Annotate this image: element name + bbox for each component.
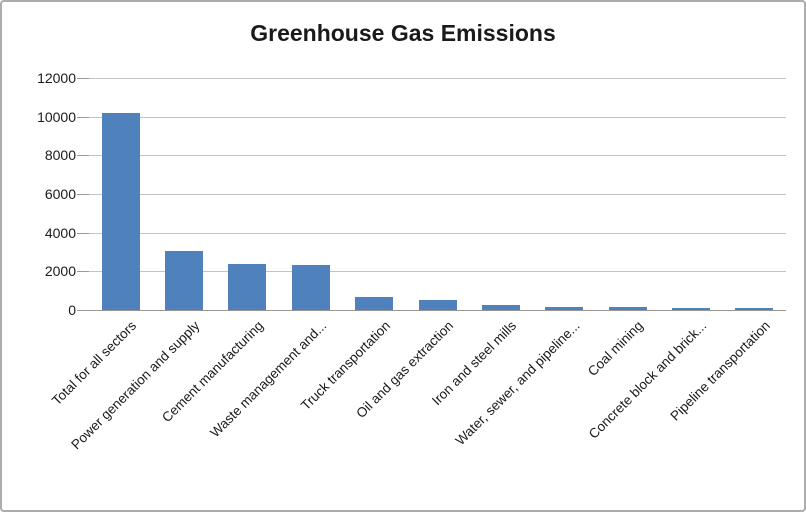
y-axis-tick-label: 2000 (44, 263, 76, 280)
x-axis-category-label: Waste management and... (207, 318, 330, 441)
gridline (89, 155, 786, 157)
bar (228, 263, 267, 310)
bar (101, 112, 140, 310)
x-axis-category-label: Coal mining (585, 318, 647, 380)
y-axis-tick-label: 0 (68, 302, 76, 318)
gridline (89, 232, 786, 234)
y-axis-tick (77, 232, 89, 234)
y-axis-tick (77, 116, 89, 118)
y-axis-tick (77, 78, 89, 79)
gridline (89, 116, 786, 118)
y-axis-tick-label: 6000 (44, 186, 76, 202)
gridline (89, 194, 786, 195)
x-axis-category-label: Power generation and supply (68, 318, 203, 453)
gridline (89, 78, 786, 79)
bar (608, 306, 647, 310)
x-axis-category-label: Concrete block and brick... (585, 318, 710, 442)
bar (735, 308, 774, 310)
bar (418, 300, 457, 310)
x-axis-category-label: Water, sewer, and pipeline... (452, 318, 583, 449)
bar (545, 307, 584, 310)
y-axis-tick-label: 10000 (37, 108, 76, 125)
y-axis-tick-label: 8000 (44, 147, 76, 164)
y-axis-tick (77, 271, 89, 273)
y-axis-tick-label: 4000 (44, 224, 76, 241)
bar (671, 308, 710, 310)
plot-area (77, 78, 786, 311)
gridline (89, 271, 786, 273)
bar (355, 297, 394, 310)
bar (291, 264, 330, 310)
x-axis-line (81, 310, 786, 311)
chart-title: Greenhouse Gas Emissions (250, 20, 556, 46)
y-axis-tick-label: 12000 (37, 70, 76, 86)
bar (481, 305, 520, 310)
bar (165, 251, 204, 310)
y-axis-tick (77, 155, 89, 157)
y-axis-tick (77, 194, 89, 195)
